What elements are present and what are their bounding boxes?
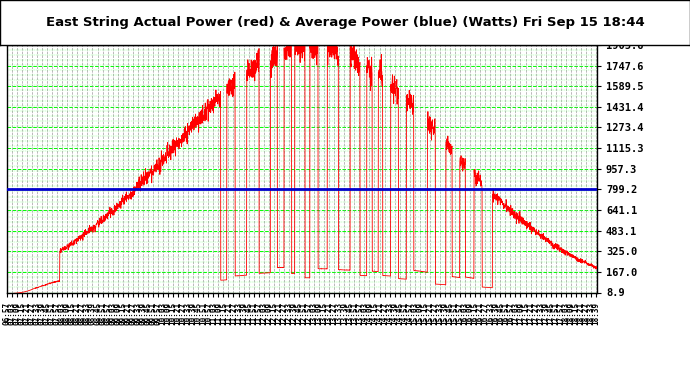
Text: Copyright 2006 Cartronics.com: Copyright 2006 Cartronics.com: [7, 33, 126, 42]
Text: East String Actual Power (red) & Average Power (blue) (Watts) Fri Sep 15 18:44: East String Actual Power (red) & Average…: [46, 16, 644, 29]
